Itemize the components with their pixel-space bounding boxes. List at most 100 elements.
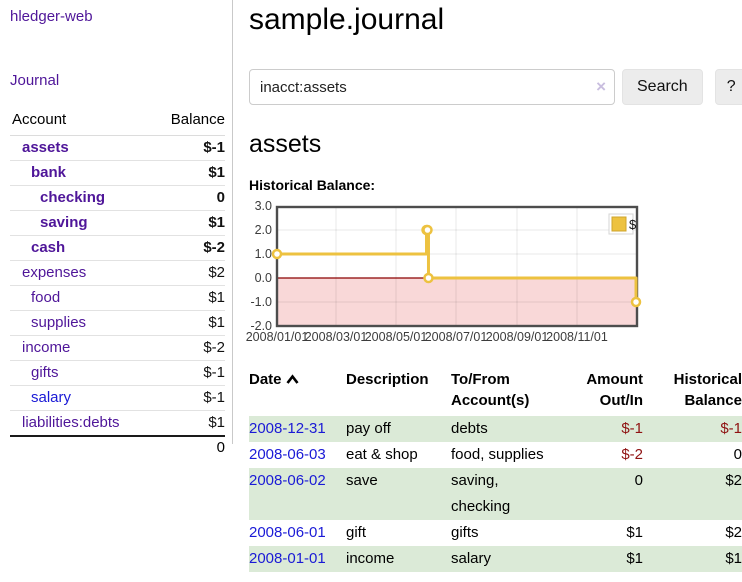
- account-link-income[interactable]: income: [22, 339, 71, 356]
- account-row: salary $-1: [10, 385, 225, 411]
- svg-text:1.0: 1.0: [255, 247, 272, 261]
- transaction-date-link[interactable]: 2008-12-31: [249, 420, 326, 437]
- account-name-cell: checking: [10, 186, 152, 211]
- account-name-cell: food: [10, 286, 152, 311]
- account-name-cell: salary: [10, 386, 152, 411]
- account-balance: $1: [208, 289, 225, 306]
- register-table: Date Description To/From Account(s) Amou…: [249, 369, 742, 572]
- transaction-date-cell: 2008-01-01: [249, 546, 346, 572]
- svg-text:2008/07/01: 2008/07/01: [425, 330, 488, 344]
- negative-region: [277, 278, 637, 326]
- account-balance: $1: [208, 314, 225, 331]
- transaction-date-cell: 2008-12-31: [249, 416, 346, 442]
- legend-label: $: [629, 217, 637, 232]
- register-header-amount: Amount Out/In: [586, 371, 643, 409]
- account-name-cell: bank: [10, 161, 152, 186]
- transaction-date-cell: 2008-06-02: [249, 468, 346, 520]
- search-form: × Search ?: [249, 69, 742, 105]
- svg-text:2008/01/01: 2008/01/01: [246, 330, 309, 344]
- account-row: checking 0: [10, 185, 225, 211]
- account-link-food[interactable]: food: [31, 289, 61, 306]
- account-name-cell: cash: [10, 236, 152, 261]
- transaction-balance: $2: [644, 468, 742, 520]
- data-point-marker: [271, 248, 283, 260]
- account-name-cell: assets: [10, 136, 152, 161]
- main-content: sample.journal × Search ? assets Histori…: [246, 0, 742, 572]
- transaction-row: 2008-06-03 eat & shop food, supplies $-2 0: [249, 442, 742, 468]
- register-header-description: Description: [346, 371, 429, 388]
- transaction-balance: 0: [733, 446, 742, 463]
- clear-search-icon[interactable]: ×: [596, 77, 606, 96]
- chart-title: Historical Balance:: [249, 177, 376, 193]
- account-link-liabilities-debts[interactable]: liabilities:debts: [22, 414, 120, 431]
- transaction-balance: $2: [725, 524, 742, 541]
- data-point-marker: [423, 272, 434, 284]
- search-button[interactable]: Search: [622, 69, 703, 105]
- account-row: liabilities:debts $1: [10, 410, 225, 437]
- svg-text:0.0: 0.0: [255, 271, 272, 285]
- account-name-cell: liabilities:debts: [10, 411, 152, 437]
- transaction-description: eat & shop: [346, 446, 418, 463]
- transaction-date-cell: 2008-06-03: [249, 442, 346, 468]
- accounts-total-spacer: [10, 436, 152, 459]
- transaction-accounts: gifts: [451, 524, 479, 541]
- account-balance: $-1: [203, 389, 225, 406]
- account-row: food $1: [10, 285, 225, 311]
- account-link-assets[interactable]: assets: [22, 139, 69, 156]
- transaction-description: income: [346, 546, 451, 572]
- transaction-balance: $-1: [644, 416, 742, 442]
- account-balance: $-2: [203, 239, 225, 256]
- account-link-expenses[interactable]: expenses: [22, 264, 87, 281]
- historical-balance-chart: 3.0 2.0 1.0 0.0 -1.0 -2.0 2008/01/01 2008/03/01…: [246, 199, 742, 348]
- account-link-cash[interactable]: cash: [31, 239, 66, 256]
- account-link-bank[interactable]: bank: [31, 164, 67, 181]
- account-link-gifts[interactable]: gifts: [31, 364, 59, 381]
- register-header-date[interactable]: Date: [249, 369, 346, 416]
- register-header-balance: Historical Balance: [673, 371, 742, 409]
- account-row: cash $-2: [10, 235, 225, 261]
- account-row: gifts $-1: [10, 360, 225, 386]
- svg-text:2008/11/01: 2008/11/01: [546, 330, 608, 344]
- transaction-date-cell: 2008-06-01: [249, 520, 346, 546]
- transaction-date-link[interactable]: 2008-06-03: [249, 446, 326, 463]
- account-row: assets $-1: [10, 135, 225, 161]
- svg-text:3.0: 3.0: [255, 199, 272, 213]
- search-input[interactable]: [249, 69, 615, 105]
- account-row: supplies $1: [10, 310, 225, 336]
- account-link-checking[interactable]: checking: [40, 189, 106, 206]
- account-link-salary[interactable]: salary: [31, 389, 72, 406]
- transaction-balance: $1: [644, 546, 742, 572]
- plot-border: [275, 205, 639, 328]
- account-balance: $1: [208, 164, 225, 181]
- transaction-date-link[interactable]: 2008-06-01: [249, 524, 326, 541]
- transaction-amount: $-2: [621, 446, 643, 463]
- account-heading: assets: [249, 130, 322, 158]
- sidebar-item-journal[interactable]: Journal: [10, 72, 60, 89]
- transaction-description: save: [346, 468, 451, 520]
- transaction-date-link[interactable]: 2008-01-01: [249, 550, 326, 567]
- account-row: income $-2: [10, 335, 225, 361]
- accounts-header-account: Account: [12, 111, 67, 128]
- transaction-accounts: debts: [451, 416, 563, 442]
- svg-text:2008/09/01: 2008/09/01: [486, 330, 549, 344]
- accounts-table: Account Balance assets $-1 bank $1 checking 0…: [10, 110, 225, 459]
- register-header-accounts: To/From Account(s): [451, 371, 530, 409]
- sort-ascending-icon: [285, 370, 299, 391]
- legend-swatch: [611, 216, 627, 232]
- account-balance: $-2: [203, 339, 225, 356]
- data-point-marker: [422, 224, 433, 236]
- transaction-date-link[interactable]: 2008-06-02: [249, 472, 326, 489]
- account-row: bank $1: [10, 160, 225, 186]
- account-row: saving $1: [10, 210, 225, 236]
- register-header-row: Date Description To/From Account(s) Amou…: [249, 369, 742, 416]
- account-name-cell: income: [10, 336, 152, 361]
- app-title-link[interactable]: hledger-web: [10, 8, 93, 25]
- svg-text:2.0: 2.0: [255, 223, 272, 237]
- account-link-saving[interactable]: saving: [40, 214, 88, 231]
- account-link-supplies[interactable]: supplies: [31, 314, 87, 331]
- help-button[interactable]: ?: [714, 69, 742, 105]
- balance-chart-svg: 3.0 2.0 1.0 0.0 -1.0 -2.02008/01/012008/03/01…: [246, 199, 642, 344]
- accounts-header-row: Account Balance: [10, 110, 225, 136]
- svg-text:2008/05/01: 2008/05/01: [365, 330, 428, 344]
- accounts-total-value: 0: [216, 439, 225, 456]
